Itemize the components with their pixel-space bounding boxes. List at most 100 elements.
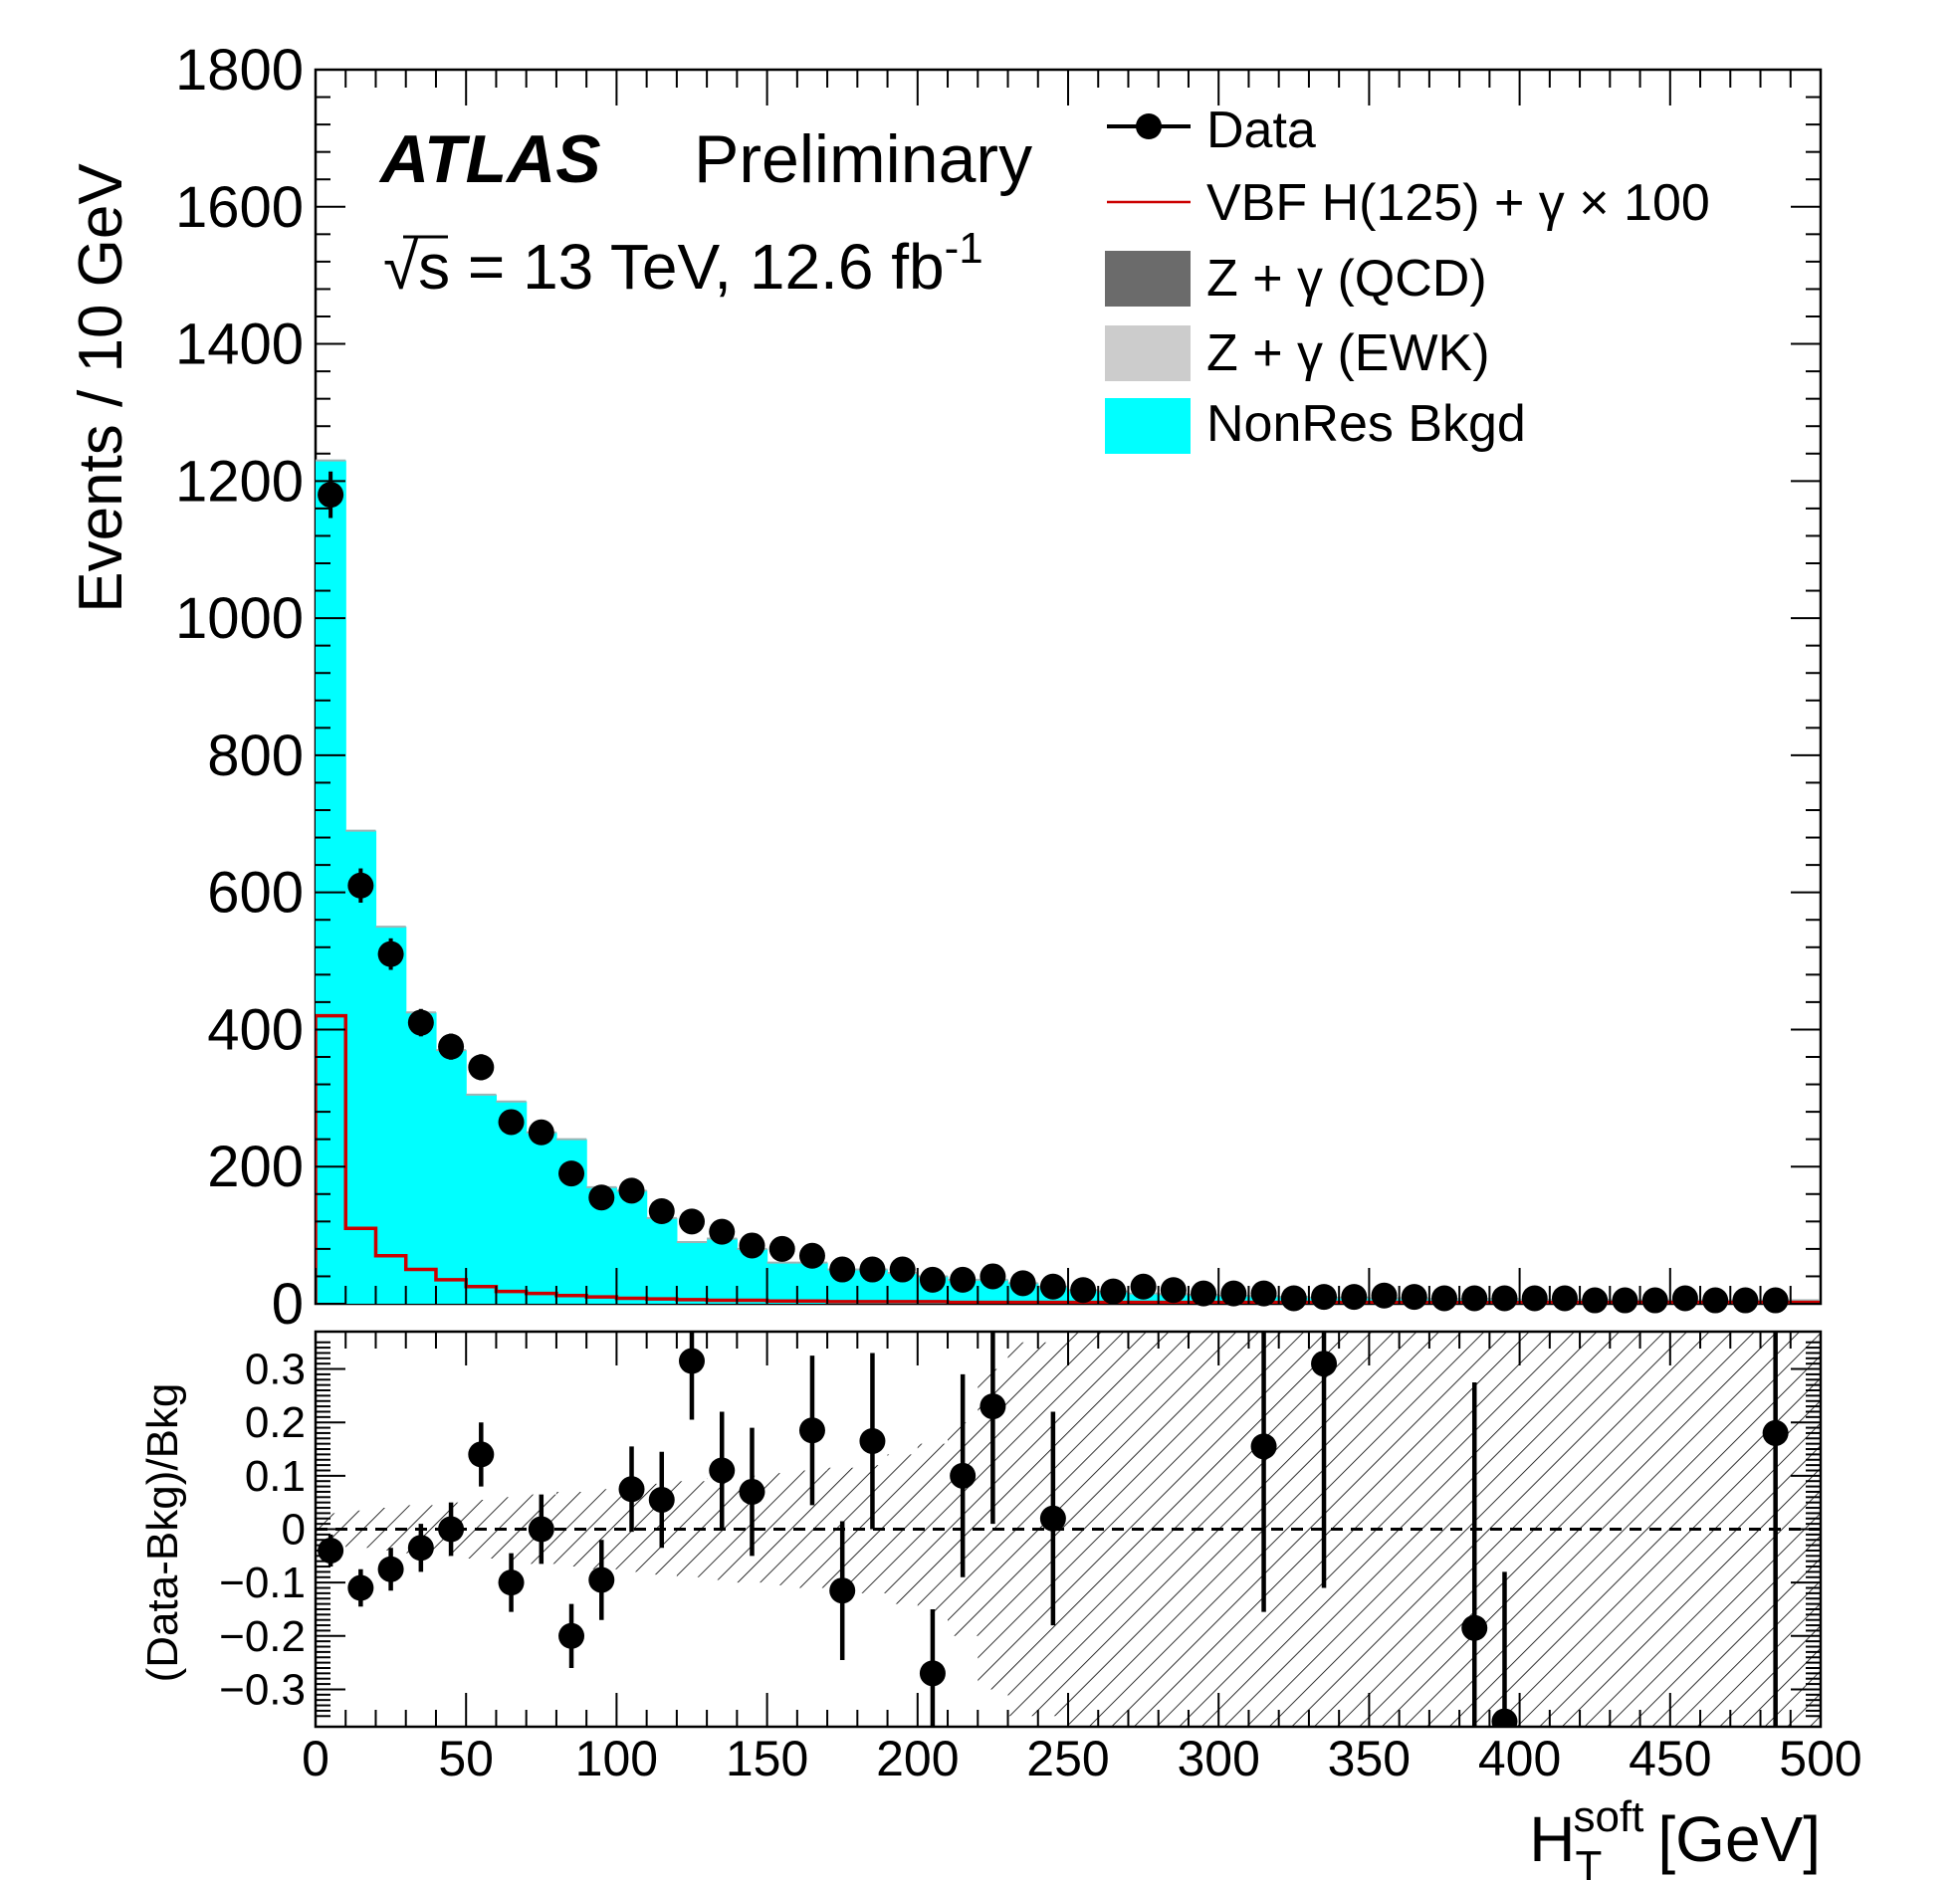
ratio-point (1039, 1505, 1066, 1532)
data-point (1702, 1287, 1729, 1314)
ratio-y-tick-label: 0 (282, 1506, 306, 1555)
data-point (980, 1263, 1006, 1290)
data-point (1582, 1287, 1609, 1314)
data-point (859, 1256, 886, 1283)
data-point (1130, 1273, 1157, 1300)
atlas-label: ATLAS (378, 121, 601, 197)
data-point (1250, 1280, 1277, 1307)
ratio-point (558, 1622, 585, 1649)
ratio-point (1311, 1351, 1338, 1377)
nonres-bkgd-bar (707, 1238, 738, 1304)
data-point (1641, 1287, 1668, 1314)
data-point (1521, 1285, 1548, 1312)
ratio-data-points (318, 1332, 1789, 1727)
data-point (558, 1160, 585, 1187)
ratio-axis-ticks (315, 1332, 1822, 1727)
legend-nonres-swatch (1105, 398, 1191, 454)
ratio-x-tick-label: 500 (1779, 1731, 1861, 1786)
legend-label-nonres: NonRes Bkgd (1206, 395, 1526, 453)
data-point (919, 1266, 946, 1293)
ratio-point (318, 1537, 344, 1564)
ratio-x-tick-label: 0 (302, 1731, 329, 1786)
data-point (739, 1232, 765, 1259)
main-data-points (318, 471, 1789, 1314)
ratio-point (377, 1556, 404, 1582)
ratio-x-tick-label: 300 (1177, 1731, 1259, 1786)
data-point (1491, 1285, 1518, 1312)
legend-entry-data: Data (1107, 102, 1316, 159)
data-point (1431, 1285, 1457, 1312)
data-point (1280, 1285, 1307, 1312)
legend-entry-nonres: NonRes Bkgd (1105, 395, 1526, 454)
data-point (318, 482, 344, 509)
data-point (468, 1054, 495, 1081)
ratio-point (468, 1441, 495, 1468)
nonres-bkgd-bar (316, 460, 346, 1304)
legend: Data VBF H(125) + γ × 100 Z + γ (QCD) Z … (1105, 102, 1710, 454)
main-y-tick-label: 800 (207, 724, 304, 788)
ratio-point (679, 1348, 705, 1374)
ratio-point (919, 1660, 946, 1687)
ratio-y-tick-label: −0.2 (219, 1612, 306, 1661)
main-y-tick-label: 400 (207, 997, 304, 1062)
nonres-bkgd-bar (676, 1242, 708, 1304)
data-point (1612, 1287, 1638, 1314)
ratio-point (798, 1417, 825, 1444)
ratio-point (438, 1516, 465, 1543)
nonres-bkgd-bar (616, 1190, 648, 1304)
nonres-bkgd-bar (796, 1262, 828, 1304)
legend-qcd-swatch (1105, 251, 1191, 307)
main-y-tick-label: 600 (207, 861, 304, 926)
ratio-point (950, 1462, 977, 1489)
legend-data-marker (1136, 113, 1162, 139)
data-point (1732, 1287, 1759, 1314)
data-point (438, 1033, 465, 1060)
ratio-point (347, 1574, 374, 1601)
main-y-tick-labels: 0 200 400 600 800 1000 1200 1400 1600 1800 (175, 38, 304, 1337)
data-point (588, 1184, 615, 1211)
legend-label-qcd: Z + γ (QCD) (1206, 250, 1487, 308)
main-y-tick-label: 1000 (175, 586, 304, 651)
main-y-tick-label: 1600 (175, 175, 304, 240)
main-y-axis-title: Events / 10 GeV (67, 163, 135, 613)
nonres-bkgd-bar (526, 1132, 557, 1304)
data-point (498, 1109, 525, 1136)
ratio-point (1762, 1419, 1789, 1446)
data-point (1160, 1277, 1187, 1304)
data-point (1070, 1277, 1097, 1304)
data-point (829, 1256, 856, 1283)
nonres-bkgd-bar (345, 830, 377, 1304)
data-point (1401, 1284, 1427, 1311)
main-y-tick-label: 0 (272, 1272, 304, 1337)
data-point (1220, 1280, 1247, 1307)
main-y-tick-label: 200 (207, 1135, 304, 1199)
data-point (1551, 1285, 1578, 1312)
energy-lumi-label: √s = 13 TeV, 12.6 fb-1 (383, 224, 983, 303)
nonres-bkgd-bar (375, 927, 407, 1304)
data-point (1039, 1273, 1066, 1300)
legend-label-data: Data (1206, 102, 1316, 159)
ratio-point (1250, 1433, 1277, 1460)
data-point (709, 1218, 736, 1245)
ratio-y-tick-labels: 0.30.2 0.1 0−0.1 −0.2−0.3 (219, 1346, 306, 1715)
data-point (377, 940, 404, 967)
energy-lumi-exponent: -1 (945, 224, 983, 273)
preliminary-label: Preliminary (694, 121, 1032, 197)
nonres-bkgd-bar (646, 1217, 678, 1304)
ratio-y-tick-label: 0.3 (245, 1346, 306, 1394)
legend-entry-ewk: Z + γ (EWK) (1105, 324, 1490, 382)
ratio-x-tick-label: 250 (1026, 1731, 1109, 1786)
data-point (528, 1119, 554, 1146)
ratio-point (407, 1535, 434, 1562)
main-axis-ticks (315, 69, 1822, 1305)
data-point (1191, 1280, 1217, 1307)
ratio-point (498, 1569, 525, 1596)
x-axis-title-h: H (1529, 1803, 1575, 1875)
data-point (407, 1009, 434, 1036)
nonres-bkgd-bar (496, 1101, 528, 1304)
ratio-point (859, 1427, 886, 1454)
ratio-x-tick-label: 200 (876, 1731, 959, 1786)
data-point (679, 1208, 705, 1235)
data-point (1461, 1285, 1488, 1312)
data-point (1100, 1278, 1127, 1305)
